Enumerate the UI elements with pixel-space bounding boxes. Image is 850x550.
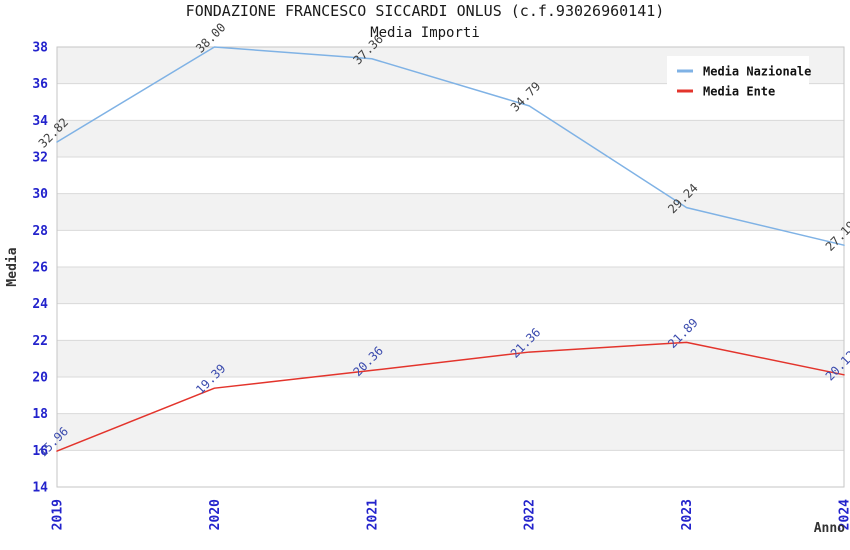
y-tick-label: 30: [32, 187, 48, 202]
y-tick-label: 24: [32, 297, 48, 312]
legend-box: [667, 56, 809, 104]
y-tick-label: 36: [32, 77, 48, 92]
x-tick-label: 2023: [680, 499, 695, 530]
grid-band: [57, 230, 844, 267]
grid-band: [57, 303, 844, 341]
y-tick-label: 28: [32, 224, 48, 239]
x-tick-label: 2021: [365, 499, 380, 530]
x-tick-label: 2019: [51, 499, 66, 530]
y-tick-label: 32: [32, 151, 48, 166]
grid-band: [57, 193, 844, 231]
grid-band: [57, 413, 844, 451]
grid-band: [57, 157, 844, 194]
legend-item-label: Media Ente: [703, 85, 775, 99]
grid-band: [57, 340, 844, 377]
grid-band: [57, 120, 844, 157]
y-tick-label: 16: [32, 444, 48, 459]
series-line-media-nazionale: [56, 46, 845, 246]
x-tick-label: 2020: [208, 499, 223, 530]
x-axis-title: Anno: [814, 521, 845, 536]
chart-subtitle: Media Importi: [370, 25, 480, 41]
x-tick-label: 2022: [523, 499, 538, 530]
y-tick-label: 22: [32, 334, 48, 349]
chart-title: FONDAZIONE FRANCESCO SICCARDI ONLUS (c.f…: [185, 2, 665, 20]
series-line-media-ente: [56, 341, 845, 452]
plot-border: [56, 46, 845, 488]
legend: Media Nazionale Media Ente: [667, 56, 811, 104]
legend-item-label: Media Nazionale: [703, 65, 811, 79]
y-axis-title: Media: [5, 247, 20, 286]
y-tick-label: 34: [32, 114, 48, 129]
y-tick-label: 14: [32, 481, 48, 496]
grid-band: [57, 450, 844, 487]
y-tick-label: 26: [32, 261, 48, 276]
y-tick-label: 18: [32, 407, 48, 422]
y-tick-label: 20: [32, 371, 48, 386]
grid-band: [57, 267, 844, 304]
grid-band: [57, 377, 844, 414]
y-tick-label: 38: [32, 41, 48, 56]
x-tick-label: 2024: [838, 499, 850, 530]
